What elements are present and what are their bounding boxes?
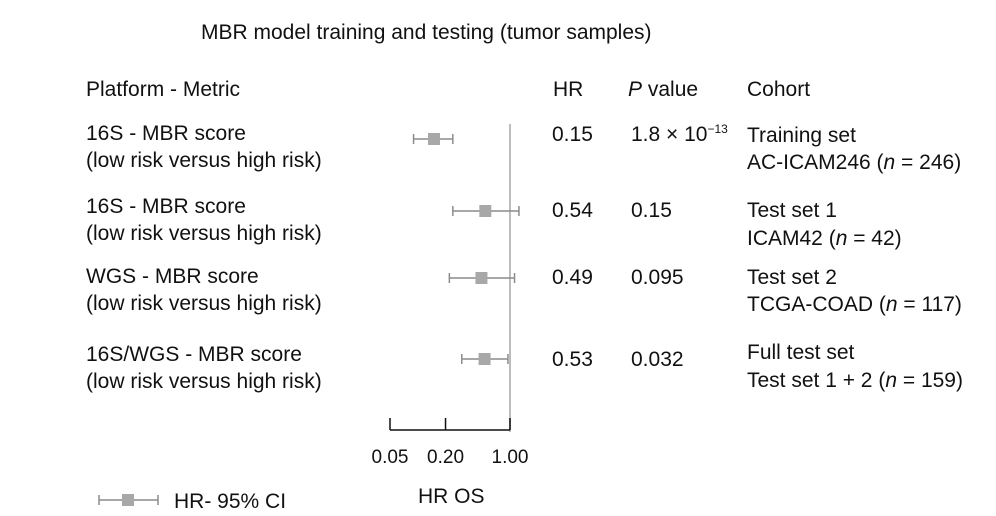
cohort-pre: AC-ICAM246 ( xyxy=(747,151,884,174)
x-tick-label: 0.20 xyxy=(427,447,465,468)
row-cohort-line2: TCGA-COAD (n = 117) xyxy=(747,292,962,318)
p-value-base: 0.15 xyxy=(631,199,672,222)
forest-marks xyxy=(412,133,520,365)
cohort-pre: TCGA-COAD ( xyxy=(747,293,886,316)
row-label-line2: (low risk versus high risk) xyxy=(86,370,322,393)
cohort-post: = 117) xyxy=(897,293,962,316)
cohort-post: = 159) xyxy=(897,369,963,392)
row-label-line2: (low risk versus high risk) xyxy=(86,149,322,172)
cohort-n: n xyxy=(885,293,898,316)
p-italic: P xyxy=(628,78,643,101)
column-header-cohort: Cohort xyxy=(747,78,811,101)
row-hr-value: 0.53 xyxy=(552,348,593,371)
p-value-base: 0.095 xyxy=(631,266,684,289)
row-hr-value: 0.54 xyxy=(552,199,593,222)
cohort-post: = 246) xyxy=(895,151,962,174)
row-cohort-line1: Full test set xyxy=(747,341,855,364)
p-value-base: 1.8 × 10 xyxy=(631,123,708,146)
column-header-hr: HR xyxy=(553,78,584,101)
x-axis-label: HR OS xyxy=(418,485,485,508)
p-value-exponent: −13 xyxy=(707,122,728,136)
row-label-line2: (low risk versus high risk) xyxy=(86,292,322,315)
row-cohort-line1: Test set 2 xyxy=(747,266,837,289)
hr-point xyxy=(428,133,441,145)
cohort-n: n xyxy=(885,369,898,392)
cohort-n: n xyxy=(883,151,896,174)
chart-title: MBR model training and testing (tumor sa… xyxy=(201,21,652,44)
row-cohort-line2: AC-ICAM246 (n = 246) xyxy=(747,150,961,176)
legend-marker xyxy=(98,494,159,506)
row-p-value: 1.8 × 10−13 xyxy=(631,122,728,148)
x-tick-label: 0.05 xyxy=(371,447,409,468)
p-rest: value xyxy=(642,78,699,101)
row-cohort-line2: Test set 1 + 2 (n = 159) xyxy=(747,368,963,394)
row-label-line1: 16S/WGS - MBR score xyxy=(86,343,302,366)
row-p-value: 0.032 xyxy=(631,347,684,373)
row-cohort-line1: Test set 1 xyxy=(747,199,837,222)
legend-label: HR- 95% CI xyxy=(174,490,287,513)
x-tick-label: 1.00 xyxy=(491,447,529,468)
column-header-p-value: P value xyxy=(628,77,698,103)
hr-point xyxy=(479,205,492,217)
row-label-line1: 16S - MBR score xyxy=(86,195,246,218)
x-axis xyxy=(389,418,511,431)
row-cohort-line1: Training set xyxy=(747,124,856,147)
cohort-pre: ICAM42 ( xyxy=(747,227,836,250)
row-cohort-line2: ICAM42 (n = 42) xyxy=(747,226,902,252)
row-hr-value: 0.15 xyxy=(552,123,593,146)
row-label-line2: (low risk versus high risk) xyxy=(86,222,322,245)
cohort-n: n xyxy=(835,227,848,250)
legend-point xyxy=(122,494,134,506)
row-p-value: 0.15 xyxy=(631,198,672,224)
row-label-line1: 16S - MBR score xyxy=(86,122,246,145)
cohort-pre: Test set 1 + 2 ( xyxy=(747,369,886,392)
hr-point xyxy=(478,353,491,365)
row-label-line1: WGS - MBR score xyxy=(86,265,259,288)
cohort-post: = 42) xyxy=(847,227,902,250)
p-value-base: 0.032 xyxy=(631,348,684,371)
hr-point xyxy=(475,272,488,284)
row-p-value: 0.095 xyxy=(631,265,684,291)
row-hr-value: 0.49 xyxy=(552,266,593,289)
column-header-label: Platform - Metric xyxy=(86,78,241,101)
